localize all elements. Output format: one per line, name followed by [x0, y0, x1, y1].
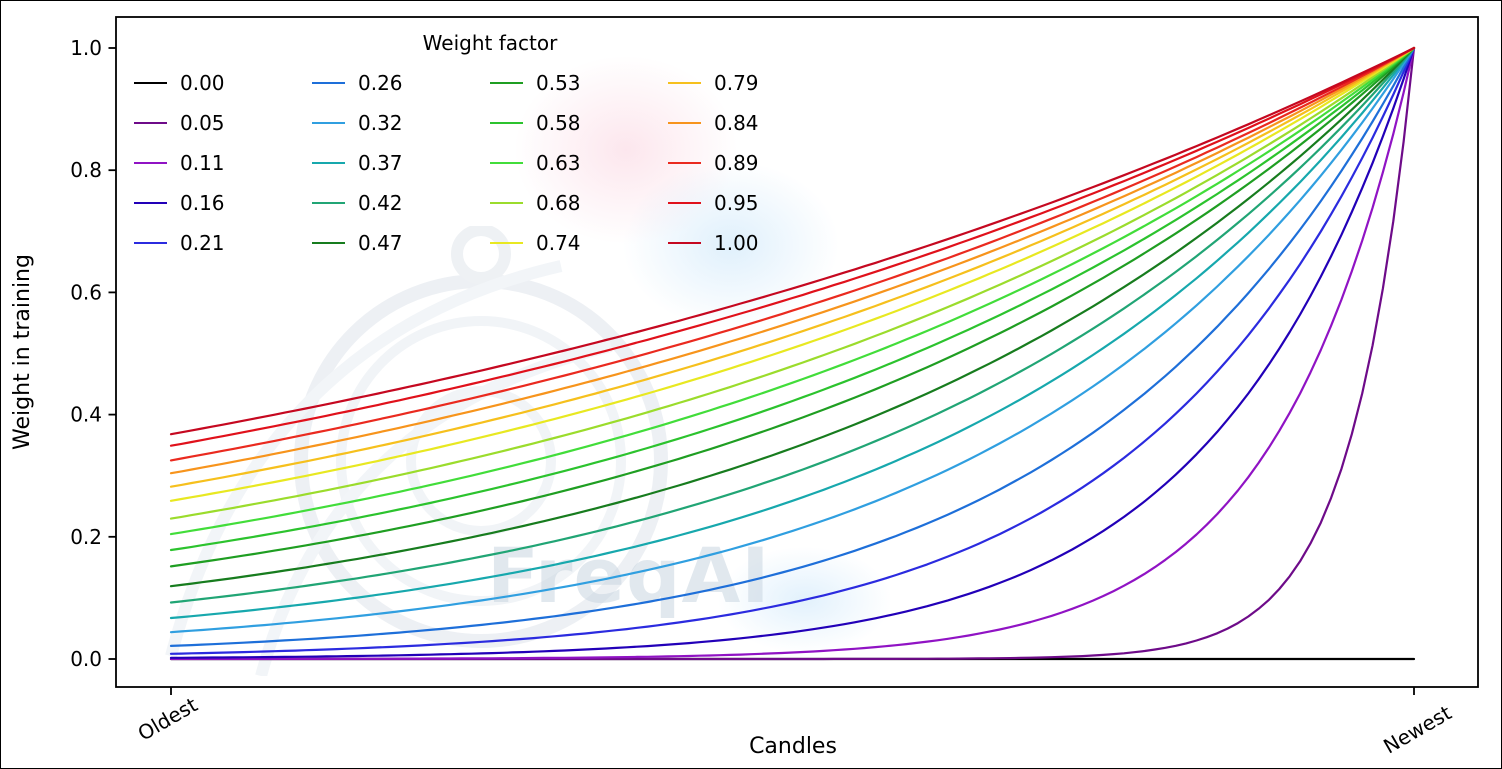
- y-tick-label: 1.0: [70, 36, 102, 60]
- legend-label: 0.21: [180, 231, 225, 255]
- y-tick-label: 0.6: [70, 280, 102, 304]
- legend-item: 0.63: [490, 151, 668, 175]
- legend-line-swatch: [668, 122, 701, 124]
- legend-label: 0.37: [358, 151, 403, 175]
- legend-label: 1.00: [714, 231, 759, 255]
- x-tick-label: Newest: [1379, 700, 1455, 758]
- legend-label: 0.68: [536, 191, 581, 215]
- legend: Weight factor 0.00 0.05 0.11 0.16 0.21 0.26 0.…: [134, 31, 846, 263]
- legend-line-swatch: [134, 242, 167, 244]
- legend-item: 0.11: [134, 151, 312, 175]
- legend-grid: 0.00 0.05 0.11 0.16 0.21 0.26 0.32 0.37 0.42 0.47…: [134, 63, 846, 263]
- legend-line-swatch: [490, 202, 523, 204]
- y-tick-label: 0.0: [70, 647, 102, 671]
- legend-line-swatch: [312, 202, 345, 204]
- legend-label: 0.47: [358, 231, 403, 255]
- x-axis-label: Candles: [749, 734, 837, 759]
- legend-line-swatch: [668, 202, 701, 204]
- legend-item: 0.47: [312, 231, 490, 255]
- legend-label: 0.74: [536, 231, 581, 255]
- legend-line-swatch: [312, 162, 345, 164]
- legend-label: 0.32: [358, 111, 403, 135]
- legend-item: 0.37: [312, 151, 490, 175]
- legend-line-swatch: [134, 122, 167, 124]
- legend-item: 0.00: [134, 71, 312, 95]
- legend-item: 0.53: [490, 71, 668, 95]
- legend-line-swatch: [312, 122, 345, 124]
- y-tick-label: 0.8: [70, 158, 102, 182]
- legend-line-swatch: [490, 162, 523, 164]
- x-tick-label: Oldest: [134, 692, 202, 745]
- legend-label: 0.42: [358, 191, 403, 215]
- legend-line-swatch: [490, 122, 523, 124]
- legend-line-swatch: [312, 242, 345, 244]
- legend-label: 0.79: [714, 71, 759, 95]
- y-axis-ticks: 0.0 0.2 0.4 0.6 0.8 1.0: [70, 36, 116, 671]
- legend-label: 0.84: [714, 111, 759, 135]
- legend-line-swatch: [668, 162, 701, 164]
- legend-line-swatch: [134, 202, 167, 204]
- legend-item: 0.32: [312, 111, 490, 135]
- legend-line-swatch: [668, 82, 701, 84]
- legend-item: 0.95: [668, 191, 846, 215]
- legend-item: 0.79: [668, 71, 846, 95]
- legend-label: 0.63: [536, 151, 581, 175]
- legend-label: 0.05: [180, 111, 225, 135]
- legend-item: 0.84: [668, 111, 846, 135]
- legend-item: 0.05: [134, 111, 312, 135]
- legend-item: 0.68: [490, 191, 668, 215]
- y-axis-label: Weight in training: [10, 254, 35, 450]
- legend-line-swatch: [490, 82, 523, 84]
- legend-line-swatch: [490, 242, 523, 244]
- legend-title: Weight factor: [422, 31, 558, 55]
- legend-line-swatch: [134, 162, 167, 164]
- legend-label: 0.95: [714, 191, 759, 215]
- legend-line-swatch: [134, 82, 167, 84]
- legend-label: 0.89: [714, 151, 759, 175]
- y-tick-label: 0.2: [70, 525, 102, 549]
- legend-item: 0.58: [490, 111, 668, 135]
- legend-item: 0.42: [312, 191, 490, 215]
- legend-line-swatch: [668, 242, 701, 244]
- legend-label: 0.53: [536, 71, 581, 95]
- legend-item: 0.16: [134, 191, 312, 215]
- y-tick-label: 0.4: [70, 403, 102, 427]
- legend-label: 0.16: [180, 191, 225, 215]
- legend-item: 0.26: [312, 71, 490, 95]
- legend-label: 0.00: [180, 71, 225, 95]
- legend-label: 0.58: [536, 111, 581, 135]
- legend-line-swatch: [312, 82, 345, 84]
- legend-item: 0.89: [668, 151, 846, 175]
- legend-label: 0.26: [358, 71, 403, 95]
- legend-item: 1.00: [668, 231, 846, 255]
- plot-border: [115, 16, 1479, 688]
- legend-item: 0.74: [490, 231, 668, 255]
- legend-label: 0.11: [180, 151, 225, 175]
- legend-item: 0.21: [134, 231, 312, 255]
